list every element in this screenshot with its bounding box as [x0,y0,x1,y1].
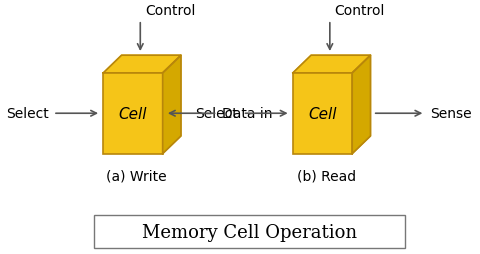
Text: Control: Control [334,4,384,18]
Text: (a) Write: (a) Write [106,169,167,183]
Polygon shape [103,56,180,74]
Text: Select: Select [195,107,238,121]
Bar [292,74,351,154]
Text: Data in: Data in [222,107,272,121]
Text: Control: Control [144,4,195,18]
Text: (b) Read: (b) Read [296,169,355,183]
Text: Cell: Cell [119,106,147,121]
Text: Memory Cell Operation: Memory Cell Operation [142,223,356,241]
Bar [103,74,162,154]
Polygon shape [292,56,370,74]
Bar [94,216,404,248]
Text: Cell: Cell [308,106,336,121]
Text: Sense: Sense [429,107,470,121]
Polygon shape [351,56,370,154]
Text: Select: Select [6,107,48,121]
Polygon shape [162,56,180,154]
